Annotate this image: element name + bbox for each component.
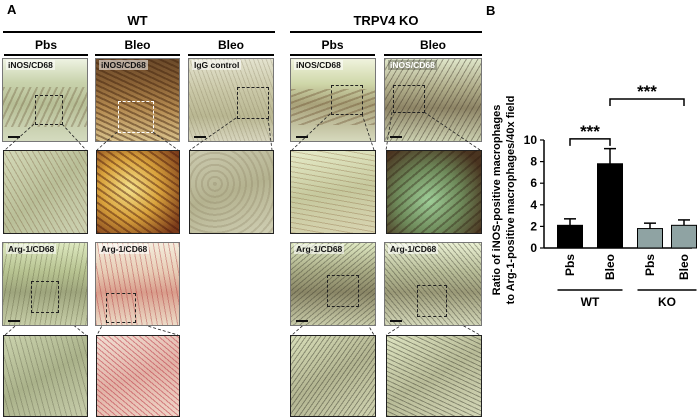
category-label: Pbs bbox=[563, 254, 577, 276]
inset-box bbox=[327, 275, 359, 307]
zoom-wt-pbs-inos bbox=[3, 150, 88, 234]
micrograph-ko-bleo-arg: Arg-1/CD68 bbox=[384, 242, 482, 326]
tile-label: Arg-1/CD68 bbox=[99, 244, 150, 254]
col-line-ko-pbs bbox=[290, 54, 375, 56]
group-label: KO bbox=[658, 295, 676, 309]
micrograph-ko-pbs-inos: iNOS/CD68 bbox=[290, 58, 376, 142]
scale-bar bbox=[390, 320, 402, 322]
y-tick-label: 4 bbox=[530, 198, 537, 212]
micrograph-wt-pbs-inos: iNOS/CD68 bbox=[2, 58, 88, 142]
panel-b-letter: B bbox=[486, 3, 496, 18]
bar-chart: Ratio of iNOS-positive macrophages to Ar… bbox=[491, 82, 697, 309]
scale-bar bbox=[194, 136, 206, 138]
group-line-wt bbox=[3, 31, 275, 33]
col-line-wt-pbs bbox=[4, 54, 88, 56]
y-tick-label: 2 bbox=[530, 219, 537, 233]
group-title-ko: TRPV4 KO bbox=[353, 13, 419, 28]
inset-box bbox=[417, 285, 447, 317]
tile-label: Arg-1/CD68 bbox=[6, 244, 57, 254]
y-axis-title-line2: to Arg-1-positive macrophages/40x field bbox=[505, 96, 517, 305]
zoom-ko-pbs-arg bbox=[290, 335, 376, 417]
tile-label: iNOS/CD68 bbox=[294, 60, 343, 70]
zoom-wt-bleo-inos bbox=[96, 150, 180, 234]
tile-label: Arg-1/CD68 bbox=[388, 244, 439, 254]
group-line-ko bbox=[290, 31, 482, 33]
inset-box bbox=[393, 85, 425, 113]
micrograph-wt-pbs-arg: Arg-1/CD68 bbox=[2, 242, 88, 326]
category-label: Bleo bbox=[603, 254, 617, 280]
bar bbox=[557, 224, 583, 249]
zoom-ko-bleo-arg bbox=[386, 335, 482, 417]
zoom-wt-bleo-igg bbox=[189, 150, 274, 234]
scale-bar bbox=[296, 136, 308, 138]
micrograph-ko-bleo-inos: iNOS/CD68 bbox=[384, 58, 482, 142]
bar bbox=[671, 224, 697, 249]
significance-label: *** bbox=[580, 122, 600, 141]
category-label: Pbs bbox=[643, 254, 657, 276]
col-label-wt-pbs: Pbs bbox=[34, 38, 57, 52]
inset-box bbox=[31, 281, 59, 313]
y-tick-label: 0 bbox=[530, 241, 537, 255]
y-tick-label: 8 bbox=[530, 155, 537, 169]
tile-label: iNOS/CD68 bbox=[99, 60, 148, 70]
col-label-wt-bleo: Bleo bbox=[124, 38, 151, 52]
col-line-wt-bleo-igg bbox=[188, 54, 274, 56]
significance-label: *** bbox=[637, 82, 657, 101]
col-label-wt-bleo-igg: Bleo bbox=[217, 38, 244, 52]
scale-bar bbox=[390, 136, 402, 138]
inset-box bbox=[331, 85, 363, 115]
scale-bar bbox=[8, 136, 20, 138]
y-tick-label: 6 bbox=[530, 176, 537, 190]
col-label-ko-pbs: Pbs bbox=[321, 38, 344, 52]
scale-bar bbox=[8, 320, 20, 322]
col-line-wt-bleo bbox=[95, 54, 180, 56]
micrograph-wt-bleo-igg: IgG control bbox=[188, 58, 274, 142]
micrograph-ko-pbs-arg: Arg-1/CD68 bbox=[290, 242, 376, 326]
tile-label: iNOS/CD68 bbox=[6, 60, 55, 70]
inset-box bbox=[118, 101, 154, 133]
col-label-ko-bleo: Bleo bbox=[419, 38, 446, 52]
y-tick-label: 10 bbox=[524, 133, 538, 147]
bar bbox=[597, 163, 623, 249]
group-label: WT bbox=[581, 295, 600, 309]
inset-box bbox=[106, 293, 136, 323]
y-axis-title-line1: Ratio of iNOS-positive macrophages bbox=[491, 105, 503, 296]
micrograph-wt-bleo-inos: iNOS/CD68 bbox=[95, 58, 180, 142]
micrograph-wt-bleo-arg: Arg-1/CD68 bbox=[95, 242, 180, 326]
zoom-wt-bleo-arg bbox=[96, 335, 180, 417]
zoom-ko-bleo-inos bbox=[386, 150, 482, 234]
zoom-ko-pbs-inos bbox=[290, 150, 376, 234]
tile-label: Arg-1/CD68 bbox=[294, 244, 345, 254]
panel-a-letter: A bbox=[7, 2, 17, 17]
group-title-wt: WT bbox=[127, 13, 148, 28]
col-line-ko-bleo bbox=[384, 54, 482, 56]
inset-box bbox=[237, 87, 269, 119]
category-label: Bleo bbox=[677, 254, 691, 280]
significance-bracket bbox=[609, 98, 685, 106]
tile-label: IgG control bbox=[192, 60, 242, 70]
significance-bracket bbox=[569, 138, 611, 146]
zoom-wt-pbs-arg bbox=[3, 335, 88, 417]
tile-label: iNOS/CD68 bbox=[388, 60, 437, 70]
inset-box bbox=[35, 95, 63, 125]
scale-bar bbox=[296, 320, 308, 322]
bar bbox=[637, 228, 663, 249]
